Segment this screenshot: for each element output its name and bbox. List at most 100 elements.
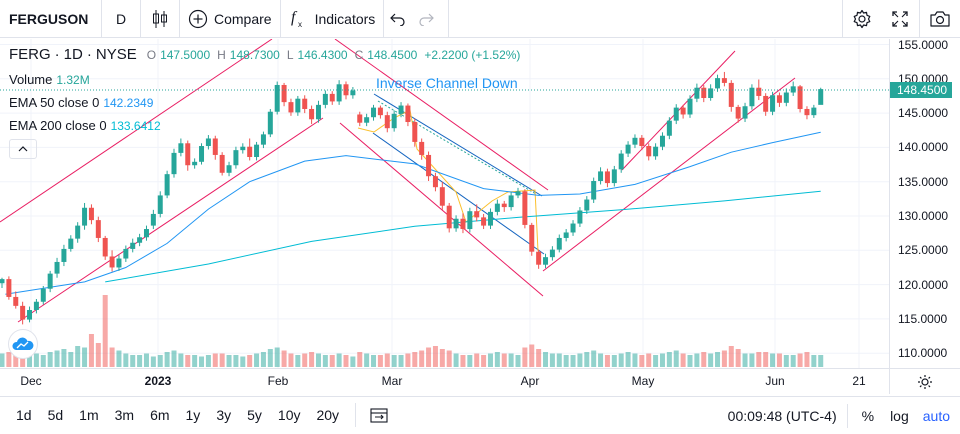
candle-body xyxy=(240,146,246,151)
time-axis[interactable]: Dec 2023 Feb Mar Apr May Jun 21 xyxy=(0,368,960,394)
price-chart[interactable] xyxy=(0,39,889,368)
candle-body xyxy=(501,203,507,208)
bottom-toolbar: 1d 5d 1m 3m 6m 1y 3y 5y 10y 20y 00:09:48 (UTC-4) … xyxy=(0,396,960,433)
volume-bar xyxy=(708,353,714,367)
legend-ema200-row[interactable]: EMA 200 close 0 133.6412 xyxy=(9,118,523,133)
volume-bar xyxy=(288,353,294,367)
volume-bar xyxy=(570,355,576,367)
candle-body xyxy=(109,256,115,268)
range-button-3m[interactable]: 3m xyxy=(114,407,135,423)
range-button-10y[interactable]: 10y xyxy=(277,407,301,423)
auto-scale-toggle[interactable]: auto xyxy=(922,407,950,424)
volume-bar xyxy=(715,352,721,367)
candle-body xyxy=(27,309,33,320)
range-button-1m[interactable]: 1m xyxy=(79,407,99,423)
candle-body xyxy=(770,95,776,112)
volume-bar xyxy=(742,353,748,367)
ema200-value: 133.6412 xyxy=(110,119,161,133)
volume-bar xyxy=(157,355,163,367)
volume-bar xyxy=(701,352,707,367)
range-button-1y[interactable]: 1y xyxy=(185,407,201,423)
candle-body xyxy=(618,153,624,170)
candle-body xyxy=(611,169,617,184)
candle-body xyxy=(529,224,535,252)
legend-ema50-row[interactable]: EMA 50 close 0 142.2349 xyxy=(9,95,523,110)
legend-ticker[interactable]: FERG xyxy=(9,46,51,63)
candle-body xyxy=(818,89,824,105)
chart-type-button[interactable] xyxy=(141,0,179,38)
date-range-button[interactable] xyxy=(364,407,394,423)
axis-settings-button[interactable] xyxy=(889,369,960,394)
candle-body xyxy=(377,107,383,116)
toolbar-divider xyxy=(448,0,450,38)
fullscreen-button[interactable] xyxy=(881,0,919,38)
volume-bars xyxy=(0,295,824,367)
volume-bar xyxy=(563,355,569,367)
volume-bar xyxy=(481,355,487,367)
candle-body xyxy=(735,106,741,119)
volume-bar xyxy=(811,355,817,367)
grid-lines xyxy=(0,39,889,368)
volume-bar xyxy=(783,355,789,367)
camera-icon xyxy=(930,11,950,27)
volume-bar xyxy=(467,355,473,367)
toolbar-divider xyxy=(846,403,848,428)
undo-button[interactable] xyxy=(384,0,412,38)
clock-timezone[interactable]: 00:09:48 (UTC-4) xyxy=(727,407,837,424)
candle-body xyxy=(432,176,438,188)
range-button-20y[interactable]: 20y xyxy=(316,407,340,423)
volume-bar xyxy=(432,346,438,367)
candle-body xyxy=(364,117,370,123)
candle-body xyxy=(295,98,301,113)
chart-pane[interactable]: Inverse Channel Down xyxy=(0,39,960,368)
channel-line-upper-left xyxy=(0,39,273,223)
range-button-5d[interactable]: 5d xyxy=(47,407,64,423)
price-axis[interactable]: 155.0000 150.0000 145.0000 140.0000 135.0000… xyxy=(889,38,960,368)
volume-bar xyxy=(54,350,60,367)
symbol-search[interactable]: FERGUSON xyxy=(9,10,89,27)
candle-body xyxy=(515,191,521,196)
percent-toggle[interactable]: % xyxy=(861,407,875,424)
volume-bar xyxy=(260,352,266,367)
range-button-1d[interactable]: 1d xyxy=(16,407,32,423)
redo-button[interactable] xyxy=(412,0,440,38)
candle-body xyxy=(536,251,542,265)
pattern-annotation[interactable]: Inverse Channel Down xyxy=(376,75,518,91)
indicators-label: Indicators xyxy=(314,10,376,27)
volume-bar xyxy=(254,353,260,367)
candle-body xyxy=(185,143,191,166)
candle-body xyxy=(453,218,459,229)
pattern-line-blue-lower xyxy=(372,132,545,255)
candle-body xyxy=(302,98,308,109)
candle-body xyxy=(40,288,46,302)
price-tick-label: 115.0000 xyxy=(898,311,948,326)
settings-button[interactable] xyxy=(843,0,881,38)
tradingview-logo-button[interactable] xyxy=(8,329,38,359)
range-button-5y[interactable]: 5y xyxy=(247,407,262,423)
cloud-chart-icon xyxy=(12,337,34,350)
candle-body xyxy=(205,138,211,147)
volume-bar xyxy=(797,353,803,367)
legend-volume-row[interactable]: Volume 1.32M xyxy=(9,72,523,87)
candle-body xyxy=(426,154,432,177)
candle-body xyxy=(721,78,727,83)
volume-bar xyxy=(185,355,191,367)
candle-body xyxy=(164,174,170,196)
volume-bar xyxy=(756,352,762,367)
interval-selector[interactable]: D xyxy=(115,10,127,27)
range-button-6m[interactable]: 6m xyxy=(150,407,170,423)
candle-body xyxy=(13,296,19,306)
candle-body xyxy=(487,211,493,226)
compare-button[interactable]: Compare xyxy=(180,0,280,38)
snapshot-button[interactable] xyxy=(920,0,960,38)
volume-bar xyxy=(302,353,308,367)
range-button-3y[interactable]: 3y xyxy=(216,407,232,423)
candle-body xyxy=(708,88,714,99)
volume-bar xyxy=(384,353,390,367)
compare-label: Compare xyxy=(214,10,272,27)
volume-bar xyxy=(295,355,301,367)
legend-collapse-button[interactable] xyxy=(9,139,37,159)
log-toggle[interactable]: log xyxy=(890,407,909,424)
